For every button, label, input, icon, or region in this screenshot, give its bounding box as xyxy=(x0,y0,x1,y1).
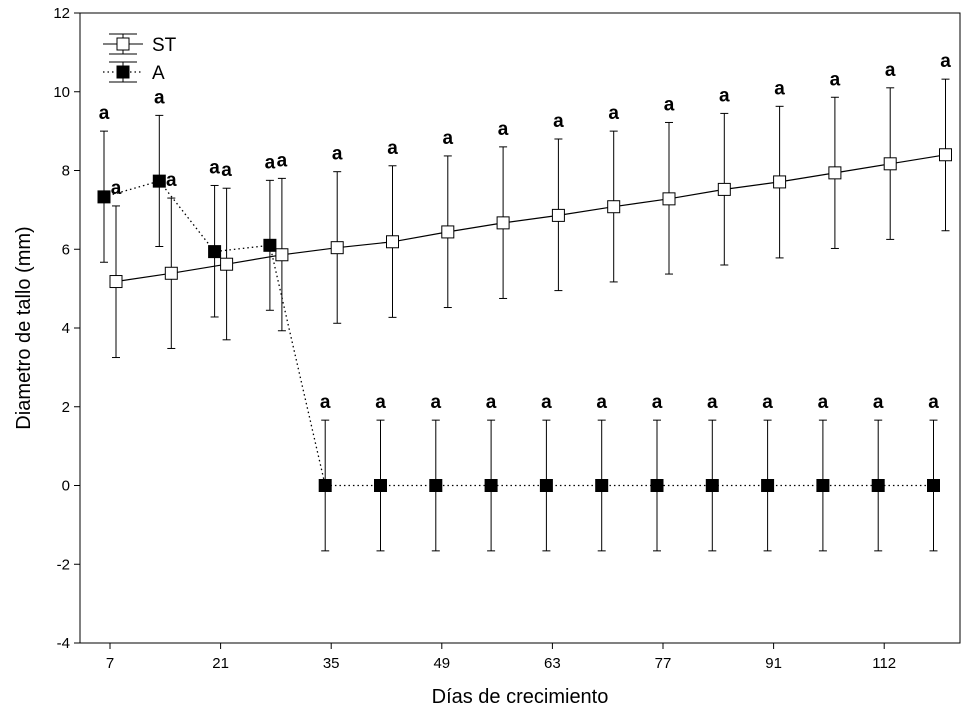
point-a xyxy=(208,245,222,259)
legend-entry-a: A xyxy=(103,61,165,84)
y-tick-label: 8 xyxy=(62,163,70,180)
significance-label-a: a xyxy=(818,392,829,413)
point-a xyxy=(761,479,775,492)
point-a xyxy=(650,479,664,492)
legend-entry-st: ST xyxy=(103,33,177,56)
point-st xyxy=(496,216,510,230)
series-line-st xyxy=(115,154,946,283)
x-tick-label: 21 xyxy=(212,655,229,672)
point-a xyxy=(374,479,387,492)
y-tick-label: 6 xyxy=(62,241,70,258)
significance-label-st: a xyxy=(166,170,177,191)
significance-label-a: a xyxy=(320,392,331,413)
significance-label-a: a xyxy=(265,152,276,173)
legend-label-st: ST xyxy=(152,35,177,56)
significance-label-st: a xyxy=(719,85,730,106)
point-a xyxy=(97,190,111,204)
significance-label-st: a xyxy=(277,150,288,171)
significance-label-a: a xyxy=(209,157,220,178)
plot-frame xyxy=(79,12,961,644)
significance-label-st: a xyxy=(608,103,619,124)
y-tick-label: 2 xyxy=(62,399,70,416)
x-axis: 7 21 35 49 63 77 91 112 xyxy=(106,643,896,672)
point-st xyxy=(275,248,289,262)
significance-label-st: a xyxy=(498,119,509,140)
y-tick-label: 12 xyxy=(53,5,70,22)
point-a xyxy=(595,479,609,492)
y-tick-label: -4 xyxy=(57,635,70,652)
point-a xyxy=(152,174,166,188)
x-tick-label: 91 xyxy=(765,655,782,672)
point-st xyxy=(717,182,731,196)
point-st xyxy=(551,208,565,222)
point-st xyxy=(773,175,787,189)
significance-label-st: a xyxy=(111,178,122,199)
point-st xyxy=(109,275,123,289)
significance-label-st: a xyxy=(553,111,564,132)
significance-label-st: a xyxy=(221,160,232,181)
significance-label-st: a xyxy=(443,128,454,149)
point-st xyxy=(939,148,952,162)
significance-label-a: a xyxy=(762,392,773,413)
significance-label-st: a xyxy=(332,144,343,165)
point-st xyxy=(330,241,344,255)
point-st xyxy=(828,166,842,180)
point-a xyxy=(429,479,443,492)
significance-label-a: a xyxy=(596,392,607,413)
point-st xyxy=(164,266,178,280)
legend-marker-a xyxy=(116,65,130,79)
x-tick-label: 63 xyxy=(544,655,561,672)
significance-label-st: a xyxy=(940,51,951,72)
point-st xyxy=(883,157,897,171)
significance-label-a: a xyxy=(486,392,497,413)
point-a xyxy=(705,479,719,492)
point-a xyxy=(263,238,277,252)
series-line-a xyxy=(103,180,934,487)
point-a xyxy=(927,479,940,492)
point-st xyxy=(220,257,234,271)
significance-label-a: a xyxy=(928,392,939,413)
significance-label-st: a xyxy=(664,94,675,115)
x-tick-label: 49 xyxy=(433,655,450,672)
x-tick-label: 35 xyxy=(323,655,340,672)
point-st xyxy=(662,192,676,206)
x-axis-title: Días de crecimiento xyxy=(432,686,609,708)
y-tick-label: -2 xyxy=(57,556,70,573)
x-tick-label: 77 xyxy=(655,655,672,672)
significance-label-a: a xyxy=(873,392,884,413)
legend-marker-st xyxy=(116,37,130,51)
point-st xyxy=(441,225,455,239)
x-tick-label: 112 xyxy=(872,655,896,672)
significance-label-st: a xyxy=(830,69,841,90)
point-a xyxy=(484,479,498,492)
y-tick-label: 0 xyxy=(62,478,70,495)
significance-label-a: a xyxy=(99,103,110,124)
significance-label-st: a xyxy=(885,60,896,81)
significance-label-a: a xyxy=(431,392,442,413)
point-st xyxy=(386,235,399,249)
point-a xyxy=(539,479,553,492)
y-tick-label: 10 xyxy=(53,84,70,101)
point-a xyxy=(318,479,332,492)
point-st xyxy=(607,200,621,214)
legend-label-a: A xyxy=(152,63,165,84)
significance-label-a: a xyxy=(154,87,165,108)
y-axis: -4 -2 0 2 4 6 8 10 12 xyxy=(53,5,80,652)
series-layer xyxy=(97,78,952,552)
legend: ST A xyxy=(103,33,177,84)
point-a xyxy=(871,479,885,492)
significance-label-a: a xyxy=(541,392,552,413)
y-axis-title: Diametro de tallo (mm) xyxy=(13,226,35,429)
significance-label-st: a xyxy=(774,78,785,99)
significance-label-a: a xyxy=(652,392,663,413)
significance-label-a: a xyxy=(707,392,718,413)
point-a xyxy=(816,479,830,492)
significance-label-st: a xyxy=(387,138,398,159)
significance-label-a: a xyxy=(375,392,386,413)
y-tick-label: 4 xyxy=(62,320,70,337)
x-tick-label: 7 xyxy=(106,655,114,672)
